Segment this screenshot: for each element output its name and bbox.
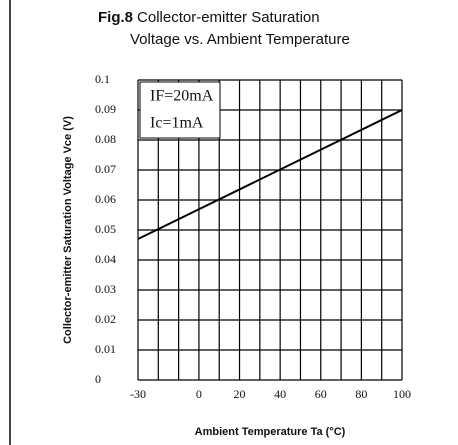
- x-tick-label: 80: [355, 387, 367, 401]
- x-tick-label: -30: [130, 387, 146, 401]
- y-tick-label: 0.1: [95, 72, 110, 86]
- annotation: Ic=1mA: [150, 115, 204, 132]
- y-tick-label: 0.03: [95, 282, 116, 296]
- y-tick-label: 0.07: [95, 162, 116, 176]
- y-tick-label: 0.06: [95, 192, 116, 206]
- y-tick-label: 0.08: [95, 132, 116, 146]
- annotation: IF=20mA: [150, 88, 214, 105]
- y-tick-label: 0: [95, 372, 101, 386]
- annotation-box: [139, 81, 221, 139]
- x-axis-label: Ambient Temperature Ta (°C): [195, 426, 346, 438]
- y-axis-label: Collector-emitter Saturation Voltage Vce…: [62, 116, 74, 344]
- y-tick-label: 0.02: [95, 312, 116, 326]
- data-line: [137, 109, 403, 240]
- y-tick-label: 0.04: [95, 252, 116, 266]
- x-tick-label: 20: [234, 387, 246, 401]
- y-tick-label: 0.01: [95, 342, 116, 356]
- x-tick-label: 40: [274, 387, 286, 401]
- y-tick-label: 0.05: [95, 222, 116, 236]
- x-tick-label: 0: [196, 387, 202, 401]
- x-tick-label: 100: [393, 387, 411, 401]
- chart-title: Fig.8 Collector-emitter Saturation: [98, 9, 320, 26]
- figure-number: Fig.8: [98, 9, 133, 26]
- title-line: Collector-emitter Saturation: [137, 9, 320, 26]
- title-line: Voltage vs. Ambient Temperature: [130, 31, 350, 48]
- y-tick-label: 0.09: [95, 102, 116, 116]
- x-tick-label: 60: [315, 387, 327, 401]
